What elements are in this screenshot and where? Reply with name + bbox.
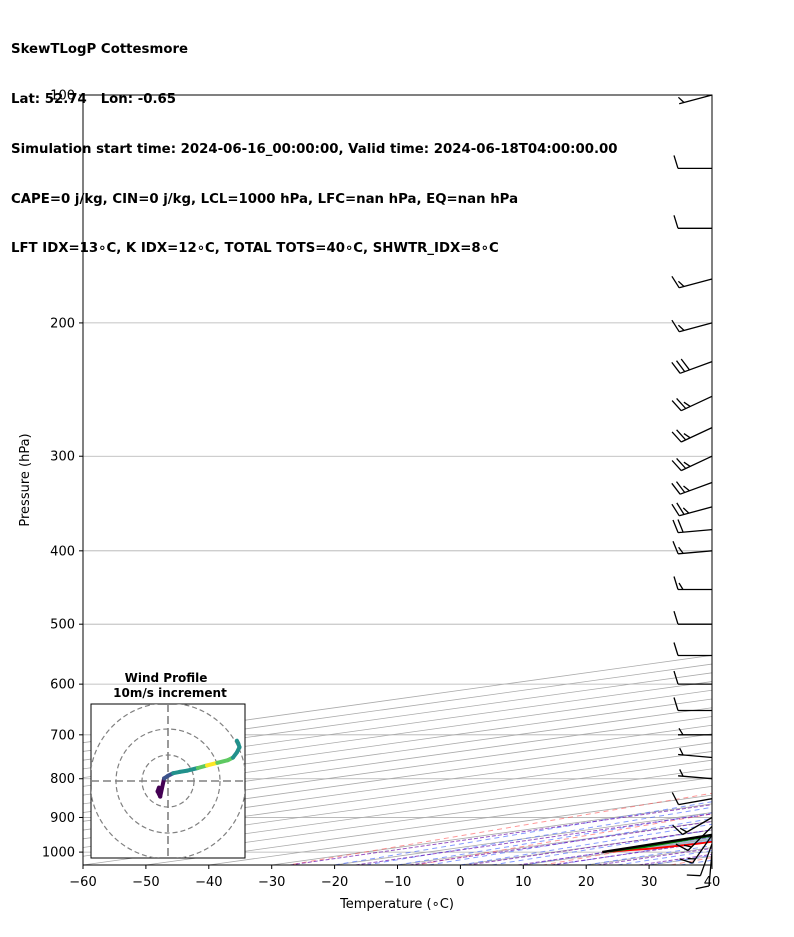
header-title: SkewTLogP Cottesmore <box>11 42 189 58</box>
wind-barb <box>678 727 712 736</box>
wind-barb <box>671 502 713 517</box>
x-tick-label: 40 <box>704 875 721 890</box>
x-tick-label: −10 <box>384 875 411 890</box>
hodograph-subtitle: 10m/s increment <box>113 686 227 700</box>
mixing-ratio-line <box>355 813 712 865</box>
wind-barb <box>679 834 713 864</box>
wind-barb <box>671 275 713 289</box>
wind-barb <box>671 395 713 412</box>
isotherm-line <box>83 681 712 770</box>
isotherm-line <box>586 847 712 865</box>
moist-adiabat-line <box>649 854 712 865</box>
wind-barb <box>671 319 713 333</box>
x-tick-label: 30 <box>641 875 658 890</box>
dewpoint-profile-line <box>603 834 712 853</box>
wind-barb <box>671 358 713 374</box>
x-tick-label: −60 <box>69 875 96 890</box>
isotherm-line <box>334 812 712 865</box>
wind-barb <box>678 747 713 759</box>
x-tick-label: −20 <box>321 875 348 890</box>
y-tick-label: 600 <box>50 678 75 693</box>
wind-barb <box>675 826 713 852</box>
dry-adiabat-line <box>288 792 712 865</box>
wind-barb <box>686 843 713 877</box>
wind-barb <box>673 670 712 685</box>
wind-barb <box>673 697 712 712</box>
wind-barb <box>673 611 712 625</box>
wind-barb <box>671 481 713 495</box>
moist-adiabat-line <box>523 834 712 865</box>
y-tick-label: 300 <box>50 450 75 465</box>
isotherm-line <box>83 689 712 779</box>
wind-barb <box>671 427 713 443</box>
hodograph-trace-segment <box>234 738 241 746</box>
moist-adiabat-line <box>428 818 712 865</box>
wind-barb <box>672 540 713 555</box>
isotherm-line <box>83 733 712 822</box>
isotherm-line <box>523 838 712 865</box>
isotherm-line <box>397 820 712 865</box>
y-tick-label: 800 <box>50 772 75 787</box>
x-tick-label: −30 <box>258 875 285 890</box>
wind-barb <box>673 576 712 591</box>
isotherm-line <box>83 707 712 796</box>
moist-adiabat-line <box>680 859 712 865</box>
y-tick-label: 900 <box>50 811 75 826</box>
y-tick-label: 700 <box>50 728 75 743</box>
mixing-ratio-line <box>409 821 712 865</box>
header-times: Simulation start time: 2024-06-16_00:00:… <box>11 141 618 157</box>
x-axis-label: Temperature (∘C) <box>339 897 454 912</box>
isotherm-line <box>208 794 712 865</box>
x-tick-label: 0 <box>456 875 464 890</box>
isotherm-line <box>83 698 712 787</box>
cape-shading <box>602 834 712 853</box>
header-indices-2: LFT IDX=13∘C, K IDX=12∘C, TOTAL TOTS=40∘… <box>11 241 499 257</box>
wind-barb <box>678 769 713 780</box>
moist-adiabat-line <box>617 850 712 865</box>
isotherm-line <box>649 855 712 865</box>
moist-adiabat-line <box>460 823 712 865</box>
isotherm-line <box>83 724 712 813</box>
moist-adiabat-line <box>586 845 712 865</box>
wind-barb <box>673 155 712 170</box>
hodograph-trace-segment <box>158 776 167 799</box>
x-tick-label: −40 <box>195 875 222 890</box>
wind-barb <box>672 816 713 836</box>
mixing-ratio-line <box>289 804 712 865</box>
hodograph-title: Wind Profile <box>125 671 208 685</box>
moist-adiabat-line <box>711 864 712 865</box>
y-tick-label: 1000 <box>42 846 75 861</box>
y-tick-label: 500 <box>50 618 75 633</box>
dry-adiabat-line <box>670 856 712 865</box>
header-location: Lat: 52.74 Lon: -0.65 <box>11 91 177 107</box>
dry-adiabat-line <box>543 834 712 865</box>
isotherm-line <box>460 829 712 865</box>
moist-adiabat-line <box>397 812 712 865</box>
x-tick-label: −50 <box>132 875 159 890</box>
moist-adiabat-line <box>334 801 712 865</box>
x-tick-label: 10 <box>515 875 532 890</box>
temperature-profile-line <box>602 840 712 853</box>
x-tick-label: 20 <box>578 875 595 890</box>
y-axis-label: Pressure (hPa) <box>18 433 33 526</box>
hodograph-inset: Wind Profile 10m/s increment <box>90 671 246 859</box>
wind-barb <box>671 455 713 472</box>
isotherm-line <box>83 672 712 761</box>
wind-barb <box>672 519 713 534</box>
wind-barb <box>671 792 713 806</box>
isotherm-line <box>711 864 712 865</box>
isotherm-line <box>83 716 712 805</box>
wind-barb <box>673 642 712 657</box>
moist-adiabat-line <box>366 806 712 865</box>
parcel-profile-line <box>602 833 712 854</box>
y-tick-label: 200 <box>50 316 75 331</box>
chart-header: SkewTLogP Cottesmore Lat: 52.74 Lon: -0.… <box>11 9 618 275</box>
y-tick-label: 400 <box>50 544 75 559</box>
moist-adiabat-line <box>554 840 712 865</box>
y-tick-label: 100 <box>50 89 75 104</box>
wind-barb <box>673 215 712 229</box>
mixing-ratio-line <box>467 829 712 865</box>
wind-barb <box>677 94 713 105</box>
